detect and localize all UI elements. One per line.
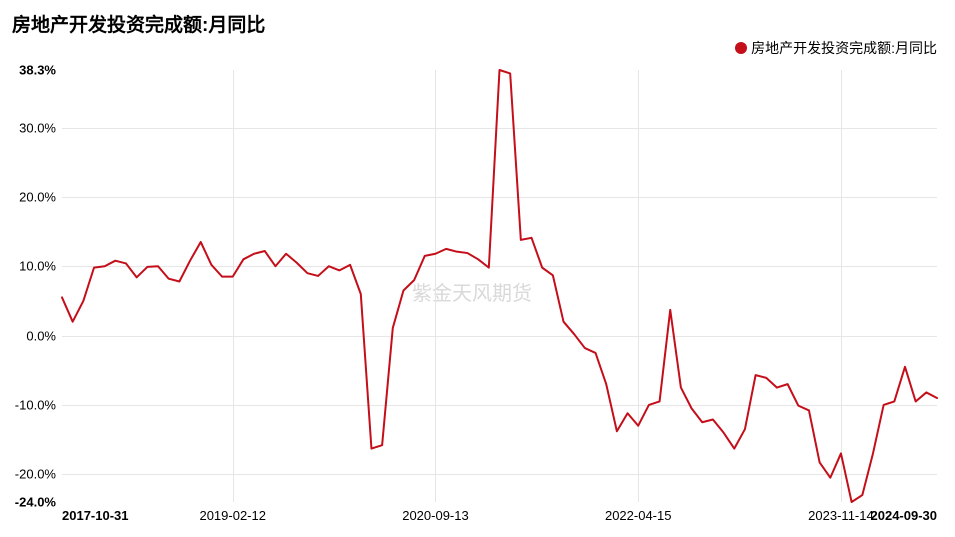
x-axis-tick-label: 2024-09-30 xyxy=(871,508,938,523)
y-axis-tick-label: -24.0% xyxy=(15,495,56,510)
legend: 房地产开发投资完成额:月同比 xyxy=(735,38,937,58)
y-axis-tick-label: 10.0% xyxy=(19,259,56,274)
x-axis-tick-label: 2017-10-31 xyxy=(62,508,129,523)
y-axis-tick-label: 20.0% xyxy=(19,189,56,204)
x-axis-tick-label: 2019-02-12 xyxy=(199,508,266,523)
y-axis-tick-label: -20.0% xyxy=(15,467,56,482)
x-axis-tick-label: 2023-11-14 xyxy=(808,508,874,523)
y-axis-tick-label: 30.0% xyxy=(19,120,56,135)
legend-marker-icon xyxy=(735,42,747,54)
chart-title: 房地产开发投资完成额:月同比 xyxy=(12,10,265,37)
chart-plot-area: 紫金天风期货 38.3%30.0%20.0%10.0%0.0%-10.0%-20… xyxy=(62,70,937,502)
y-axis-tick-label: -10.0% xyxy=(15,397,56,412)
x-axis-tick-label: 2020-09-13 xyxy=(402,508,469,523)
series-line xyxy=(62,70,937,502)
legend-item-label: 房地产开发投资完成额:月同比 xyxy=(751,38,937,58)
x-axis-tick-label: 2022-04-15 xyxy=(605,508,672,523)
y-axis-tick-label: 0.0% xyxy=(26,328,56,343)
chart-series-svg xyxy=(62,70,937,502)
y-axis-tick-label: 38.3% xyxy=(19,63,56,78)
